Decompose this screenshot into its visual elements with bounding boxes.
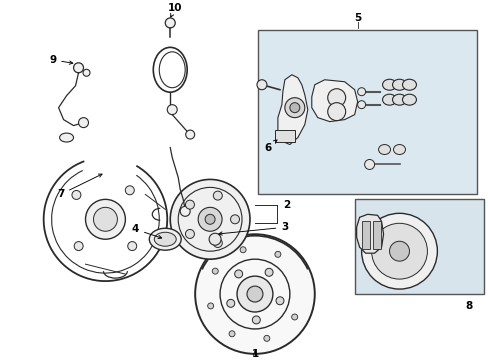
Polygon shape	[311, 80, 357, 122]
Text: 9: 9	[49, 55, 73, 65]
Circle shape	[127, 242, 137, 251]
Circle shape	[364, 159, 374, 170]
Circle shape	[209, 233, 221, 245]
Bar	[354, 199, 483, 294]
Ellipse shape	[154, 232, 176, 246]
Circle shape	[237, 276, 272, 312]
Text: 4: 4	[131, 224, 162, 239]
Ellipse shape	[392, 79, 406, 90]
Circle shape	[275, 297, 284, 305]
Circle shape	[74, 242, 83, 251]
Circle shape	[204, 214, 215, 224]
Text: 2: 2	[282, 201, 289, 210]
Ellipse shape	[60, 133, 73, 142]
Bar	[258, 30, 476, 194]
Bar	[372, 221, 380, 249]
Circle shape	[264, 268, 272, 276]
Circle shape	[246, 286, 263, 302]
Text: 1: 1	[251, 349, 258, 359]
Circle shape	[327, 89, 345, 107]
Bar	[274, 130, 294, 141]
Circle shape	[264, 336, 269, 341]
Circle shape	[274, 251, 280, 257]
Ellipse shape	[382, 79, 396, 90]
Circle shape	[285, 98, 304, 118]
Circle shape	[234, 270, 242, 278]
Circle shape	[72, 190, 81, 199]
Polygon shape	[356, 214, 383, 253]
Circle shape	[83, 69, 90, 76]
Circle shape	[240, 247, 245, 253]
Circle shape	[256, 80, 266, 90]
Text: 10: 10	[168, 3, 182, 17]
Circle shape	[180, 206, 190, 216]
Circle shape	[85, 199, 125, 239]
Circle shape	[361, 213, 436, 289]
Circle shape	[357, 101, 365, 109]
Ellipse shape	[402, 79, 416, 90]
Circle shape	[185, 200, 194, 209]
Ellipse shape	[378, 144, 390, 154]
Circle shape	[212, 268, 218, 274]
Ellipse shape	[392, 94, 406, 105]
Circle shape	[195, 234, 314, 354]
Ellipse shape	[382, 94, 396, 105]
Circle shape	[213, 191, 222, 200]
Circle shape	[185, 229, 194, 238]
Circle shape	[226, 300, 234, 307]
Circle shape	[213, 239, 222, 247]
Text: 5: 5	[353, 13, 361, 23]
Circle shape	[228, 331, 235, 337]
Text: 6: 6	[264, 140, 276, 153]
Bar	[361, 221, 369, 249]
Circle shape	[230, 215, 239, 224]
Ellipse shape	[393, 144, 405, 154]
Circle shape	[357, 88, 365, 96]
Circle shape	[389, 241, 408, 261]
Ellipse shape	[149, 228, 181, 250]
Circle shape	[185, 130, 194, 139]
Circle shape	[125, 186, 134, 195]
Circle shape	[170, 179, 249, 259]
Circle shape	[207, 303, 213, 309]
Text: 8: 8	[465, 301, 472, 311]
Ellipse shape	[402, 94, 416, 105]
Circle shape	[198, 207, 222, 231]
Circle shape	[291, 314, 297, 320]
Circle shape	[327, 103, 345, 121]
Circle shape	[165, 18, 175, 28]
Text: 7: 7	[57, 174, 102, 199]
Polygon shape	[277, 75, 307, 144]
Circle shape	[73, 63, 83, 73]
Text: 3: 3	[219, 222, 288, 235]
Circle shape	[79, 118, 88, 127]
Circle shape	[371, 223, 427, 279]
Circle shape	[167, 105, 177, 114]
Circle shape	[289, 103, 299, 113]
Circle shape	[252, 316, 260, 324]
Circle shape	[93, 207, 117, 231]
